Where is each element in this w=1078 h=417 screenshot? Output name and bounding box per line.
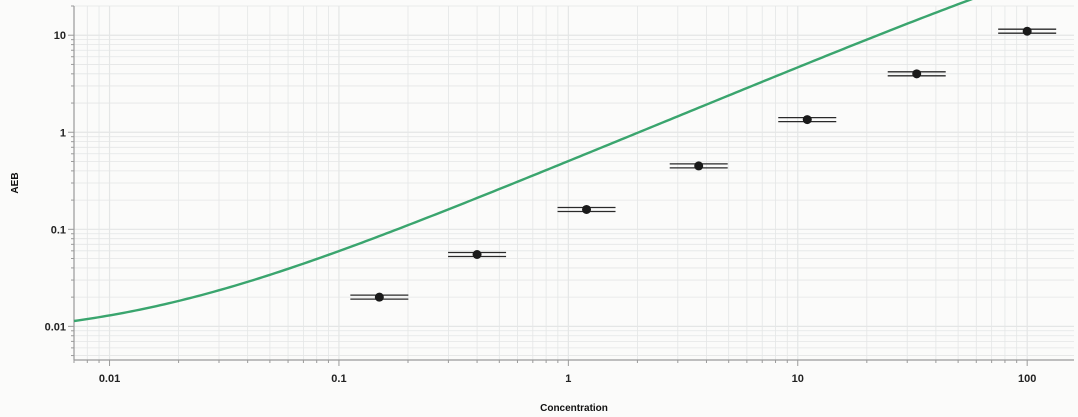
label-layer: 0.01 0.1 1 10 100 0.01 0.1 1 10 (45, 30, 1037, 385)
y-tick-label: 0.1 (51, 224, 66, 236)
data-point-group (448, 249, 507, 259)
x-tick-label: 10 (792, 373, 804, 385)
axis-layer (73, 6, 1074, 361)
data-point-group (557, 204, 616, 214)
point-layer (350, 26, 1057, 302)
data-point (472, 249, 482, 259)
data-point-group (350, 292, 409, 302)
data-point (802, 115, 812, 125)
curve-layer (73, 0, 973, 323)
data-point (694, 161, 704, 171)
x-tick-label: 1 (565, 373, 571, 385)
data-point (582, 204, 592, 214)
x-axis-title: Concentration (540, 403, 608, 414)
y-tick-label: 1 (60, 127, 66, 139)
y-tick-label: 0.01 (45, 321, 66, 333)
x-tick-label: 0.1 (331, 373, 346, 385)
data-point-group (669, 161, 728, 171)
data-point (374, 292, 384, 302)
x-tick-label: 100 (1018, 373, 1036, 385)
data-point-group (887, 69, 946, 79)
y-tick-label: 10 (54, 30, 66, 42)
fit-curve (73, 0, 973, 323)
y-axis-title: AEB (10, 172, 21, 193)
data-point (1022, 26, 1032, 36)
grid-layer (68, 5, 1074, 366)
data-point-group (778, 115, 837, 125)
data-point-group (998, 26, 1057, 36)
data-point (912, 69, 922, 79)
x-tick-label: 0.01 (99, 373, 120, 385)
